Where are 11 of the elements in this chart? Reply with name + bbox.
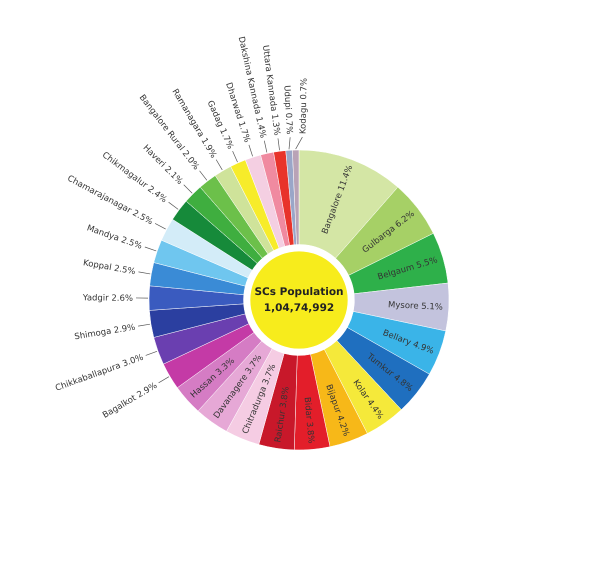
slice-label: Shimoga 2.9% — [74, 322, 136, 342]
slice-label: Mysore 5.1% — [388, 300, 444, 313]
text: 1,04,74,992 — [264, 302, 334, 314]
slice-label: Raichur 3.8% — [273, 386, 292, 444]
slice-label: Koppal 2.5% — [82, 258, 136, 278]
text: SCs Population — [254, 286, 344, 298]
slice-label: Bidar 3.8% — [302, 396, 316, 444]
slice-label: Yadgir 2.6% — [82, 293, 134, 304]
slice-label: Udupi 0.7% — [281, 85, 294, 135]
slice-label: Kodagu 0.7% — [298, 78, 310, 134]
slice-label: Bijapur 4.2% — [323, 383, 351, 438]
